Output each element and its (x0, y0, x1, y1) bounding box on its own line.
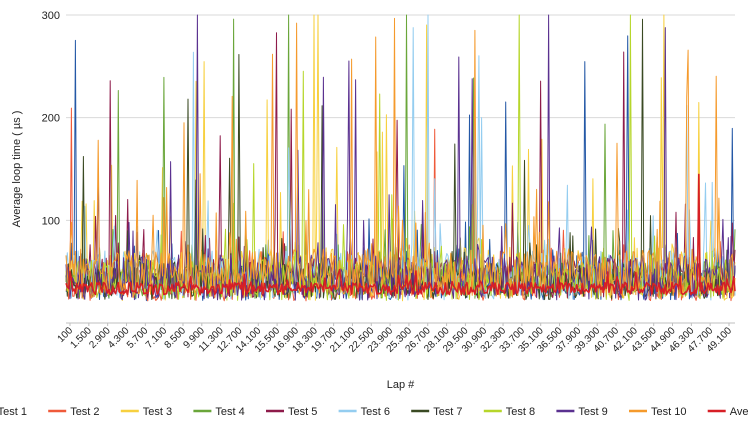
legend-label-test-9: Test 9 (578, 406, 607, 418)
y-axis-title: Average loop time ( µs ) (11, 111, 23, 228)
legend-label-test-7: Test 7 (433, 406, 462, 418)
legend: Test 1 Test 2 Test 3 Test 4 Test 5 Test 6 Test… (0, 406, 748, 418)
legend-label-average: Average (730, 406, 748, 418)
legend-label-test-6: Test 6 (361, 406, 390, 418)
y-tick-label: 100 (42, 215, 60, 227)
series-lines (65, 14, 736, 302)
y-tick-label: 200 (42, 113, 60, 125)
x-axis-title: Lap # (387, 379, 415, 391)
series-line-test-10 (65, 17, 736, 299)
legend-label-test-8: Test 8 (506, 406, 535, 418)
legend-label-test-3: Test 3 (143, 406, 172, 418)
legend-label-test-1: Test 1 (0, 406, 27, 418)
y-tick-label: 300 (42, 10, 60, 22)
x-axis-ticks: 1001.5002.9004.3005.7007.1008.5009.90011… (56, 323, 734, 355)
legend-label-test-2: Test 2 (70, 406, 99, 418)
y-axis-ticks: 100 200 300 (42, 10, 60, 227)
legend-label-test-4: Test 4 (215, 406, 244, 418)
legend-label-test-10: Test 10 (651, 406, 686, 418)
legend-label-test-5: Test 5 (288, 406, 317, 418)
series-line-average (65, 173, 736, 296)
